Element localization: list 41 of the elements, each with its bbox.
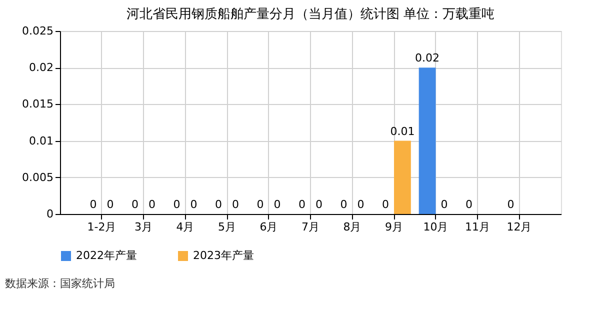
x-tick-label: 12月: [506, 220, 532, 234]
x-tick-label: 5月: [218, 220, 236, 234]
data-label: 0.01: [390, 124, 415, 138]
x-tick-label: 1-2月: [87, 220, 116, 234]
data-label: 0: [232, 198, 239, 211]
x-tick-label: 8月: [343, 220, 362, 234]
x-tick-label: 10月: [423, 220, 448, 234]
x-tick-label: 11月: [465, 220, 490, 234]
data-label: 0.02: [415, 52, 440, 65]
data-label: 0: [507, 198, 514, 211]
data-label: 0: [274, 198, 281, 211]
x-tick-label: 7月: [302, 220, 320, 234]
data-label: 0: [106, 198, 114, 211]
x-tick-label: 4月: [176, 220, 194, 234]
data-label: 0: [298, 198, 306, 211]
y-tick-label: 0.02: [29, 61, 54, 74]
y-tick-label: 0.015: [22, 98, 54, 111]
data-label: 0: [382, 198, 390, 211]
data-label: 0: [357, 198, 364, 211]
data-label: 0: [315, 198, 322, 211]
y-tick-label: 0.01: [29, 134, 54, 148]
data-label: 0: [173, 198, 180, 211]
chart-title: 河北省民用钢质船舶产量分月（当月值）统计图 单位：万载重吨: [126, 7, 495, 22]
data-label: 0: [190, 198, 198, 211]
data-label: 0: [148, 198, 156, 211]
data-label: 0: [256, 198, 264, 211]
y-tick-label: 0.005: [22, 170, 54, 184]
data-label: 0: [340, 198, 348, 211]
legend-label: 2022年产量: [76, 249, 137, 262]
x-tick-label: 9月: [385, 220, 403, 234]
data-label: 0: [440, 198, 448, 211]
x-tick-label: 3月: [134, 220, 152, 234]
y-tick-label: 0.025: [22, 24, 54, 38]
data-label: 0: [90, 198, 97, 211]
legend-label: 2023年产量: [193, 249, 254, 262]
source-note: 数据来源：国家统计局: [5, 277, 115, 290]
data-label: 0: [466, 198, 473, 211]
x-tick-label: 6月: [260, 220, 278, 234]
data-label: 0: [132, 198, 139, 211]
data-label: 0: [215, 198, 222, 211]
y-tick-label: 0: [46, 208, 54, 220]
